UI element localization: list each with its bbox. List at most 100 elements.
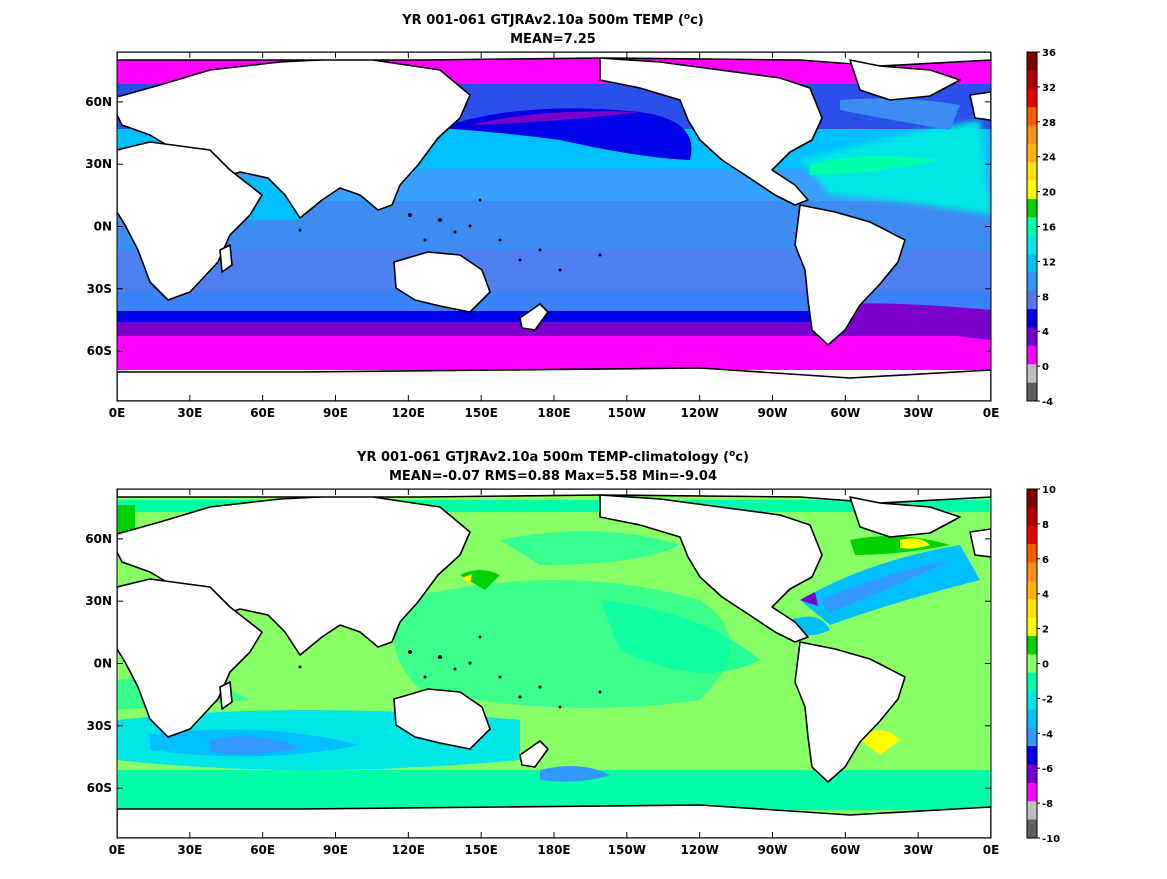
x-tick-label: 150W — [608, 406, 646, 420]
panel-top-title: YR 001-061 GTJRAv2.10a 500m TEMP (oc) — [401, 12, 703, 28]
y-tick-label: 0N — [94, 220, 112, 234]
colorbar-tick-label: -6 — [1042, 764, 1053, 775]
panel-top-axes: 0E 30E 60E 90E 120E 150E 180E 150W 120W 90W 60W 30W… — [85, 52, 999, 420]
colorbar-tick-label: 8 — [1042, 292, 1049, 303]
colorbar-tick-label: 16 — [1042, 223, 1056, 234]
x-tick-label: 0E — [109, 843, 126, 857]
x-tick-label: 60W — [830, 406, 860, 420]
colorbar-swatch — [1027, 507, 1037, 527]
panel-bottom-title: YR 001-061 GTJRAv2.10a 500m TEMP-climato… — [356, 449, 749, 465]
panel-top-colorbar: 36 32 28 24 20 16 12 8 4 0 -4 — [1026, 48, 1056, 408]
panel-bottom-field — [117, 489, 991, 838]
x-tick-label: 60E — [250, 843, 275, 857]
x-tick-label: 120E — [392, 843, 425, 857]
panel-bottom-colorbar: 10 8 6 4 2 0 -2 -4 -6 -8 -10 — [1026, 485, 1060, 845]
colorbar-tick-label: 36 — [1042, 48, 1056, 59]
colorbar-tick-label: 4 — [1042, 590, 1049, 601]
colorbar-swatch — [1027, 764, 1037, 784]
colorbar-tick-label: 20 — [1042, 188, 1056, 199]
x-tick-label: 150E — [465, 843, 498, 857]
colorbar-swatch — [1027, 70, 1037, 90]
colorbar-swatch — [1027, 599, 1037, 619]
colorbar-swatch — [1027, 782, 1037, 802]
colorbar-swatch — [1027, 654, 1037, 674]
colorbar-tick-label: -10 — [1042, 834, 1060, 845]
colorbar-tick-label: -4 — [1042, 397, 1053, 408]
colorbar-swatch — [1027, 672, 1037, 692]
colorbar-tick-label: 32 — [1042, 83, 1056, 94]
colorbar-swatch — [1027, 180, 1037, 200]
panel-bottom-axes: 0E 30E 60E 90E 120E 150E 180E 150W 120W 90W 60W 30W… — [85, 489, 999, 857]
colorbar-swatch — [1027, 235, 1037, 255]
colorbar-swatch — [1027, 382, 1037, 402]
colorbar-swatch — [1027, 143, 1037, 163]
x-tick-label: 0E — [983, 843, 1000, 857]
colorbar-swatch — [1027, 88, 1037, 108]
x-tick-label: 90W — [758, 406, 788, 420]
colorbar-swatch — [1027, 580, 1037, 600]
y-tick-label: 30S — [87, 282, 112, 296]
panel-bottom-subtitle: MEAN=-0.07 RMS=0.88 Max=5.58 Min=-9.04 — [389, 469, 717, 484]
colorbar-tick-label: 6 — [1042, 555, 1049, 566]
colorbar-tick-label: 28 — [1042, 118, 1056, 129]
x-tick-label: 150E — [465, 406, 498, 420]
colorbar-tick-label: 8 — [1042, 520, 1049, 531]
colorbar-tick-label: 10 — [1042, 485, 1056, 496]
colorbar-tick-label: -2 — [1042, 694, 1053, 705]
colorbar-swatch — [1027, 290, 1037, 310]
y-tick-label: 60N — [85, 95, 112, 109]
x-tick-label: 150W — [608, 843, 646, 857]
x-tick-label: 90E — [323, 406, 348, 420]
colorbar-swatch — [1027, 544, 1037, 563]
colorbar-swatch — [1027, 746, 1037, 766]
colorbar-tick-label: 2 — [1042, 625, 1049, 636]
colorbar-swatch — [1027, 635, 1037, 655]
colorbar-swatch — [1027, 562, 1037, 582]
colorbar-swatch — [1027, 272, 1037, 292]
x-tick-label: 30E — [177, 843, 202, 857]
colorbar-swatch — [1027, 309, 1037, 329]
x-tick-label: 120W — [681, 843, 719, 857]
colorbar-tick-label: 0 — [1042, 362, 1049, 373]
y-tick-label: 30N — [85, 594, 112, 608]
x-tick-label: 180E — [537, 406, 570, 420]
y-tick-label: 60S — [87, 781, 112, 795]
y-tick-label: 60S — [87, 344, 112, 358]
x-tick-label: 180E — [537, 843, 570, 857]
colorbar-swatch — [1027, 709, 1037, 729]
colorbar-tick-label: 4 — [1042, 327, 1049, 338]
y-tick-label: 0N — [94, 657, 112, 671]
colorbar-swatch — [1027, 327, 1037, 347]
colorbar-tick-label: -8 — [1042, 799, 1053, 810]
colorbar-swatch — [1027, 52, 1037, 71]
panel-bottom: YR 001-061 GTJRAv2.10a 500m TEMP-climato… — [85, 449, 1060, 857]
x-tick-label: 0E — [983, 406, 1000, 420]
colorbar-swatch — [1027, 217, 1037, 237]
colorbar-swatch — [1027, 125, 1037, 145]
colorbar-tick-label: -4 — [1042, 729, 1053, 740]
colorbar-swatch — [1027, 801, 1037, 821]
x-tick-label: 120W — [681, 406, 719, 420]
colorbar-swatch — [1027, 162, 1037, 182]
x-tick-label: 30E — [177, 406, 202, 420]
colorbar-tick-label: 12 — [1042, 257, 1056, 268]
y-tick-label: 30S — [87, 719, 112, 733]
x-tick-label: 90E — [323, 843, 348, 857]
x-tick-label: 60W — [830, 843, 860, 857]
panel-top-subtitle: MEAN=7.25 — [510, 32, 596, 47]
x-tick-label: 30W — [903, 406, 933, 420]
colorbar-swatch — [1027, 525, 1037, 545]
x-tick-label: 30W — [903, 843, 933, 857]
colorbar-swatch — [1027, 345, 1037, 365]
colorbar-swatch — [1027, 617, 1037, 637]
x-tick-label: 0E — [109, 406, 126, 420]
panel-top-field — [117, 52, 991, 401]
y-tick-label: 60N — [85, 532, 112, 546]
colorbar-swatch — [1027, 691, 1037, 710]
x-tick-label: 120E — [392, 406, 425, 420]
colorbar-swatch — [1027, 198, 1037, 218]
x-tick-label: 60E — [250, 406, 275, 420]
colorbar-tick-label: 0 — [1042, 660, 1049, 671]
colorbar-swatch — [1027, 727, 1037, 747]
